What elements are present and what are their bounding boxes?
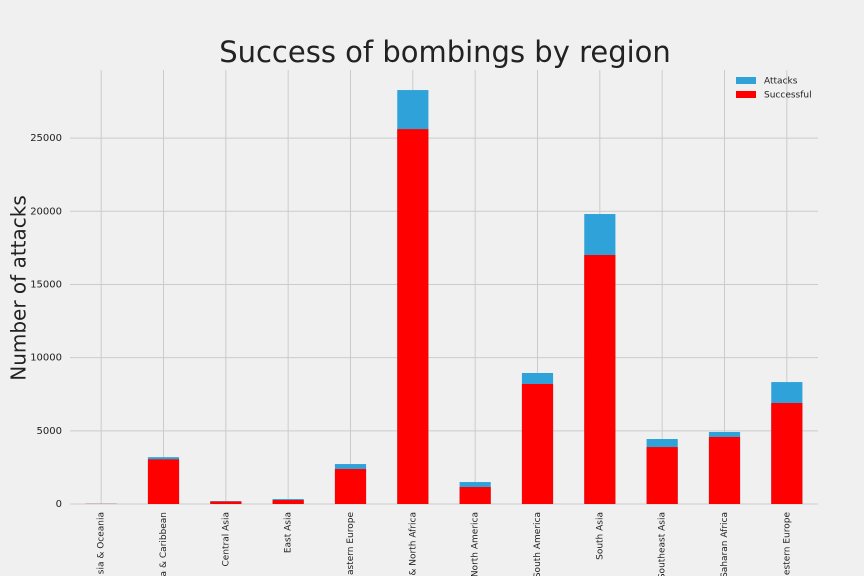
bar — [147, 459, 180, 504]
bar — [334, 469, 367, 504]
y-tick-label: 25000 — [30, 133, 62, 144]
bar — [521, 383, 554, 504]
x-tick-label: South America — [533, 512, 543, 576]
chart-title: Success of bombings by region — [219, 35, 671, 69]
bar — [397, 129, 429, 504]
x-tick-label: estern Europe — [782, 512, 792, 576]
legend-swatch — [736, 77, 756, 84]
x-tick-label: South Asia — [595, 512, 605, 560]
y-tick-label: 10000 — [30, 353, 62, 364]
bar — [646, 447, 678, 504]
y-tick-label: 20000 — [30, 206, 62, 217]
legend-swatch — [736, 91, 756, 98]
y-tick-label: 0 — [56, 499, 62, 510]
y-axis-label: Number of attacks — [7, 195, 31, 381]
x-tick-label: East Asia — [284, 512, 294, 553]
x-tick-label: North America — [471, 512, 481, 576]
legend-label: Attacks — [764, 77, 798, 87]
x-tick-label: Southeast Asia — [658, 512, 668, 576]
bar — [459, 487, 491, 504]
x-tick-label: & North Africa — [408, 512, 418, 576]
legend-label: Successful — [764, 91, 812, 101]
bar — [771, 403, 803, 504]
y-tick-label: 15000 — [30, 279, 62, 290]
bar — [708, 436, 741, 504]
bar — [210, 501, 242, 504]
x-tick-label: astern Europe — [346, 512, 356, 575]
bar — [272, 500, 304, 504]
bar — [584, 255, 616, 504]
x-tick-label: sia & Oceania — [97, 512, 107, 574]
x-tick-label: Saharan Africa — [720, 512, 730, 576]
y-tick-label: 5000 — [37, 426, 62, 437]
x-tick-label: Central Asia — [221, 512, 231, 567]
x-tick-label: a & Caribbean — [159, 512, 169, 576]
